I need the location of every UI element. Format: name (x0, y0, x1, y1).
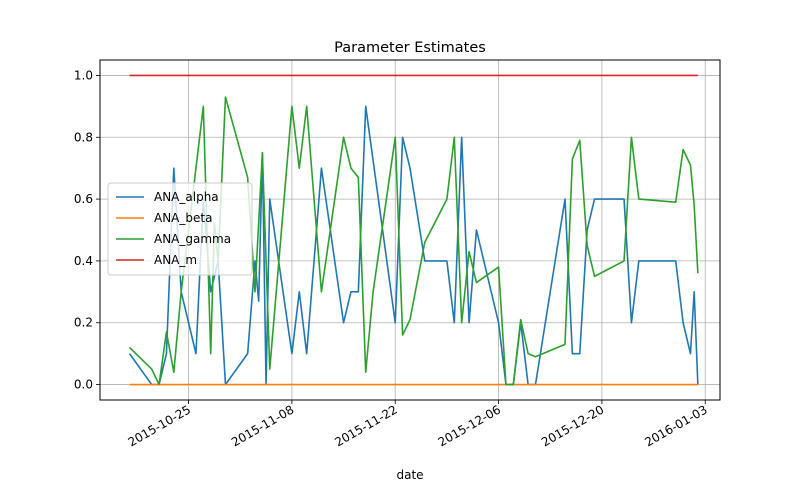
legend: ANA_alpha ANA_beta ANA_gamma ANA_m (107, 182, 253, 276)
legend-box (107, 182, 253, 276)
y-tick-label: 1.0 (74, 68, 93, 82)
legend-label: ANA_gamma (154, 232, 231, 246)
y-tick-label: 0.6 (74, 192, 93, 206)
axes-frame (99, 59, 721, 401)
y-tick-label: 0.8 (74, 130, 93, 144)
y-tick-label: 0.4 (74, 254, 93, 268)
chart-title: Parameter Estimates (334, 40, 486, 56)
y-tick-label: 0.0 (74, 378, 93, 392)
legend-label: ANA_alpha (154, 190, 219, 204)
legend-label: ANA_m (154, 253, 197, 267)
x-axis-label: date (396, 468, 423, 482)
y-axis: 0.0 0.2 0.4 0.6 0.8 1.0 (74, 68, 100, 392)
legend-label: ANA_beta (154, 211, 212, 225)
y-tick-label: 0.2 (74, 316, 93, 330)
